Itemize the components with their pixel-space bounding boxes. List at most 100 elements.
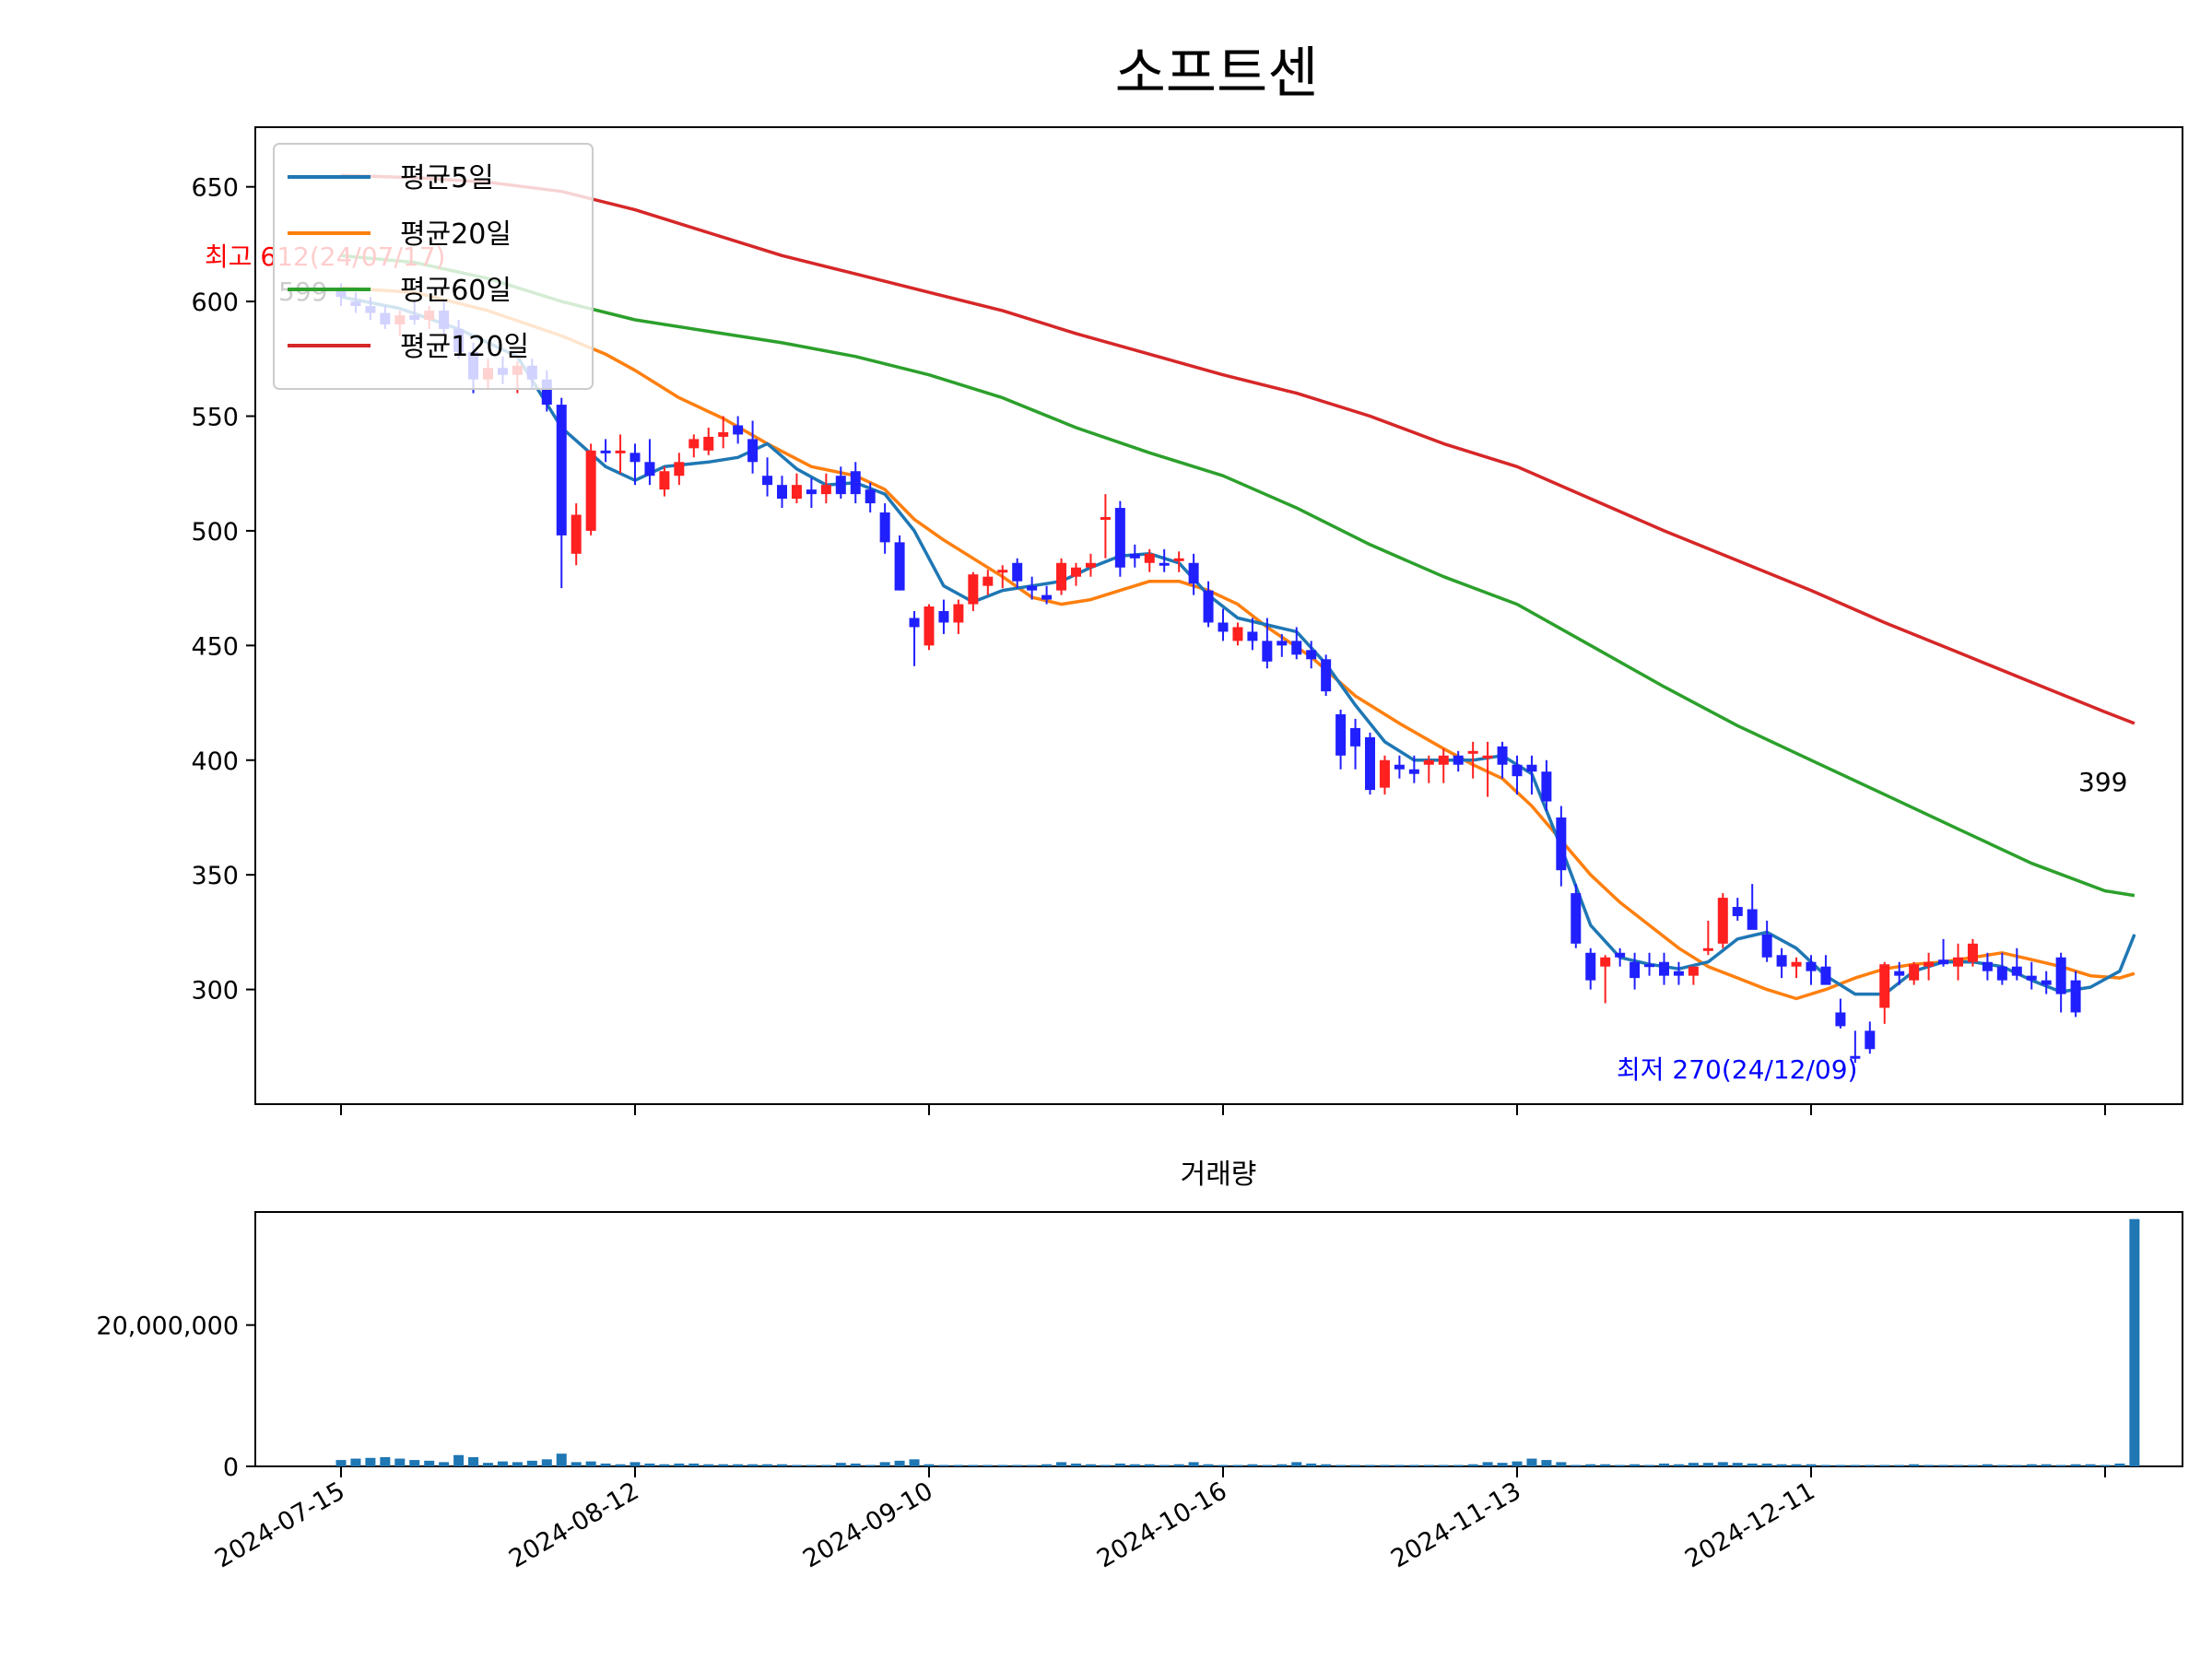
- price-y-tick-label: 300: [191, 977, 239, 1006]
- volume-bar: [1909, 1464, 1920, 1466]
- volume-bar: [2041, 1464, 2052, 1466]
- candle-up: [968, 574, 979, 605]
- candle-down: [1644, 964, 1655, 968]
- volume-bar: [1379, 1465, 1390, 1466]
- candle-down: [1630, 961, 1641, 979]
- candle-up: [1056, 562, 1067, 591]
- volume-bar: [1203, 1464, 1214, 1466]
- volume-bar: [718, 1464, 729, 1466]
- volume-bar: [1306, 1463, 1317, 1466]
- candle-down: [1262, 641, 1273, 662]
- volume-bar: [1659, 1463, 1669, 1466]
- candle-up: [1924, 961, 1935, 967]
- volume-bar: [909, 1459, 920, 1466]
- volume-bar: [1982, 1464, 1993, 1466]
- candle-down: [1761, 934, 1772, 958]
- candle-down: [541, 379, 552, 406]
- candle-down: [865, 489, 876, 504]
- candle-down: [2041, 980, 2052, 985]
- candle-up: [1791, 961, 1802, 967]
- price-panel-frame: [254, 126, 2183, 1105]
- ma60-line: [340, 253, 2136, 898]
- candle-up: [1600, 957, 1611, 967]
- candle-down: [2070, 980, 2081, 1013]
- volume-bar: [1571, 1465, 1582, 1466]
- candle-up: [1144, 553, 1155, 563]
- candle-up: [659, 471, 670, 490]
- candle-down: [1394, 764, 1405, 770]
- candle-down: [1306, 650, 1317, 660]
- volume-bar: [1218, 1465, 1229, 1466]
- date-tick-label: 2024-12-11: [1680, 1477, 1819, 1573]
- volume-bar: [1791, 1464, 1802, 1466]
- volume-y-tick-label: 0: [223, 1453, 239, 1482]
- volume-bar: [1938, 1465, 1949, 1466]
- ma120-line: [340, 173, 2136, 725]
- candle-up: [1953, 957, 1963, 967]
- volume-bar: [1291, 1462, 1302, 1466]
- volume-bar: [1262, 1465, 1273, 1466]
- volume-bar: [1747, 1463, 1758, 1466]
- volume-bar: [1879, 1465, 1890, 1466]
- candle-down: [1188, 562, 1199, 584]
- volume-bar: [968, 1465, 979, 1466]
- candle-up: [997, 570, 1008, 573]
- candle-down: [1350, 727, 1361, 747]
- candle-up: [1100, 517, 1111, 521]
- volume-bar: [1467, 1464, 1478, 1466]
- candle-up: [1467, 750, 1478, 754]
- volume-bar: [2114, 1463, 2125, 1466]
- candle-up: [1085, 562, 1096, 568]
- volume-bar: [1144, 1464, 1155, 1466]
- volume-bar: [1012, 1465, 1023, 1466]
- volume-bar: [1615, 1465, 1626, 1466]
- price-y-tick-label: 550: [191, 404, 239, 432]
- volume-bar: [1894, 1465, 1905, 1466]
- volume-bar: [703, 1464, 714, 1466]
- volume-bar: [938, 1465, 949, 1466]
- volume-panel-frame: [254, 1211, 2183, 1467]
- volume-bar: [1953, 1465, 1963, 1466]
- volume-bar: [1129, 1464, 1140, 1466]
- volume-bar: [1232, 1465, 1243, 1466]
- candle-down: [1541, 771, 1552, 802]
- volume-bar: [1335, 1465, 1347, 1466]
- volume-bar: [1644, 1465, 1655, 1466]
- candle-up: [1909, 964, 1920, 981]
- candle-up: [1717, 898, 1728, 944]
- candle-down: [909, 618, 920, 628]
- candle-down: [1497, 746, 1508, 765]
- price-y-tick-label: 600: [191, 288, 239, 317]
- candle-down: [850, 471, 861, 495]
- volume-bar: [1438, 1465, 1449, 1466]
- volume-bar: [1835, 1465, 1846, 1466]
- candle-up: [953, 604, 964, 623]
- candle-down: [1747, 909, 1758, 930]
- candle-down: [1203, 590, 1214, 623]
- candle-down: [879, 512, 890, 543]
- price-y-axis: 300 350 400 450 500 550 600 650: [191, 174, 255, 1006]
- ma5-line: [340, 295, 2136, 996]
- date-tick-label: 2024-07-15: [210, 1477, 349, 1573]
- candle-down: [556, 405, 567, 535]
- volume-bar: [2026, 1464, 2037, 1466]
- volume-bar: [1027, 1465, 1038, 1466]
- candle-down: [1012, 562, 1023, 582]
- volume-bar: [1776, 1464, 1787, 1466]
- volume-bar: [1321, 1464, 1332, 1466]
- volume-bar: [483, 1463, 493, 1466]
- volume-bar: [453, 1454, 465, 1466]
- candle-down: [1321, 659, 1332, 692]
- volume-bar: [1482, 1462, 1493, 1466]
- candle-up: [674, 462, 685, 477]
- candle-up: [791, 485, 802, 500]
- volume-bar: [380, 1457, 391, 1466]
- candle-up: [718, 431, 729, 437]
- volume-bar: [1365, 1465, 1375, 1466]
- volume-bar: [1924, 1465, 1935, 1466]
- candle-up: [1071, 567, 1081, 577]
- candle-up: [820, 485, 831, 495]
- volume-bar: [791, 1465, 802, 1466]
- volume-bar: [1556, 1462, 1567, 1466]
- candle-down: [1615, 952, 1626, 958]
